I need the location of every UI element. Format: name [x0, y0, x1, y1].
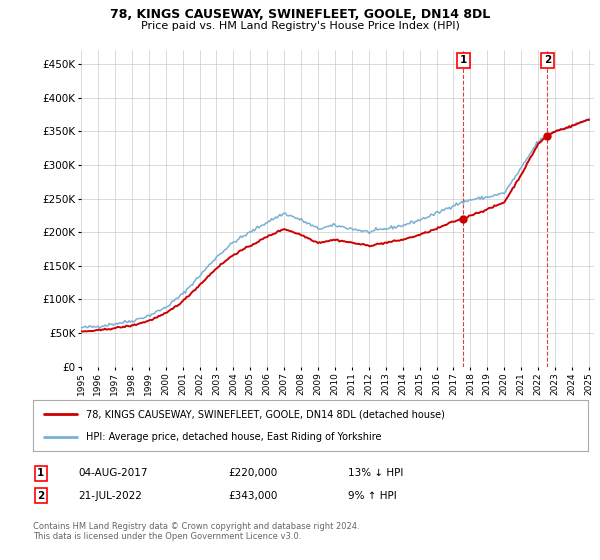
- Text: Price paid vs. HM Land Registry's House Price Index (HPI): Price paid vs. HM Land Registry's House …: [140, 21, 460, 31]
- Text: HPI: Average price, detached house, East Riding of Yorkshire: HPI: Average price, detached house, East…: [86, 432, 381, 442]
- Text: 78, KINGS CAUSEWAY, SWINEFLEET, GOOLE, DN14 8DL (detached house): 78, KINGS CAUSEWAY, SWINEFLEET, GOOLE, D…: [86, 409, 445, 419]
- Text: 2: 2: [37, 491, 44, 501]
- Text: 21-JUL-2022: 21-JUL-2022: [78, 491, 142, 501]
- Text: 1: 1: [37, 468, 44, 478]
- Text: 1: 1: [460, 55, 467, 66]
- Text: 78, KINGS CAUSEWAY, SWINEFLEET, GOOLE, DN14 8DL: 78, KINGS CAUSEWAY, SWINEFLEET, GOOLE, D…: [110, 8, 490, 21]
- Text: 04-AUG-2017: 04-AUG-2017: [78, 468, 148, 478]
- Text: £220,000: £220,000: [228, 468, 277, 478]
- Text: 13% ↓ HPI: 13% ↓ HPI: [348, 468, 403, 478]
- Text: £343,000: £343,000: [228, 491, 277, 501]
- Text: 2: 2: [544, 55, 551, 66]
- Text: 9% ↑ HPI: 9% ↑ HPI: [348, 491, 397, 501]
- Text: Contains HM Land Registry data © Crown copyright and database right 2024.
This d: Contains HM Land Registry data © Crown c…: [33, 522, 359, 542]
